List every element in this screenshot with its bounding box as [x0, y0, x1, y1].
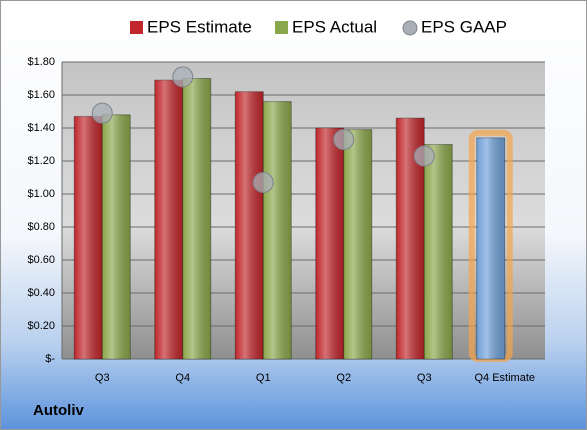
x-tick-label: Q3	[417, 372, 432, 384]
plot-area	[62, 62, 545, 359]
bar-shine	[102, 114, 131, 359]
bar-shine	[235, 91, 264, 359]
legend-label: EPS Actual	[292, 17, 377, 36]
x-tick-label: Q4	[175, 372, 190, 384]
bar-shine	[154, 80, 183, 360]
legend-marker	[402, 20, 418, 36]
bar-shine	[315, 128, 344, 359]
footer: Autoliv	[33, 402, 84, 419]
bar-shine	[263, 101, 292, 359]
legend-label: EPS Estimate	[147, 17, 252, 36]
bar-shine	[74, 116, 103, 359]
gaap-point	[333, 129, 355, 151]
gaap-point	[413, 145, 435, 167]
y-tick-label: $1.60	[27, 89, 55, 101]
y-tick-label: $0.20	[27, 320, 55, 332]
bar-shine	[476, 137, 505, 359]
bar-shine	[343, 129, 372, 359]
legend-marker	[130, 21, 143, 34]
legend-marker	[275, 21, 288, 34]
gaap-point	[91, 102, 113, 124]
x-tick-label: Q4 Estimate	[474, 372, 535, 384]
x-tick-label: Q2	[336, 372, 351, 384]
y-tick-label: $1.20	[27, 155, 55, 167]
x-tick-label: Q1	[256, 372, 271, 384]
y-tick-label: $0.60	[27, 254, 55, 266]
bar-shine	[424, 144, 453, 359]
y-tick-label: $0.80	[27, 221, 55, 233]
x-tick-label: Q3	[95, 372, 110, 384]
y-tick-label: $1.40	[27, 122, 55, 134]
legend-label: EPS GAAP	[421, 17, 507, 36]
y-tick-label: $1.80	[27, 56, 55, 68]
y-tick-label: $1.00	[27, 188, 55, 200]
gaap-point	[252, 171, 274, 193]
y-tick-label: $-	[45, 353, 55, 365]
bar-shine	[182, 78, 211, 359]
gaap-point	[172, 66, 194, 88]
y-tick-label: $0.40	[27, 287, 55, 299]
